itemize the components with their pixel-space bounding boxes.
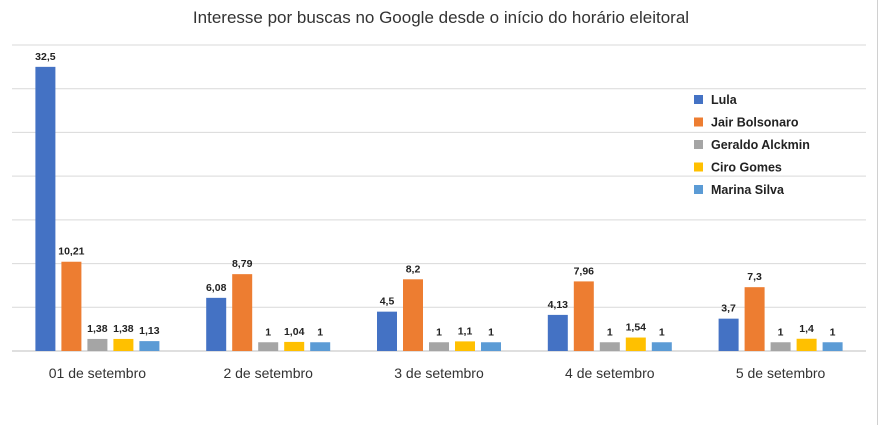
data-label: 1 [778,326,784,338]
data-label: 32,5 [35,51,56,63]
gridlines [12,44,866,352]
data-label: 1,38 [87,323,108,335]
bar-geraldo-alckmin [770,342,791,351]
data-label: 3,7 [721,303,736,315]
bar-marina-silva [310,342,331,351]
category-labels: 01 de setembro 2 de setembro 3 de setembro… [49,365,826,381]
bar-marina-silva [481,342,501,351]
legend-item[interactable]: Jair Bolsonaro [694,116,799,130]
data-label: 1 [436,326,442,338]
legend-swatch [694,185,703,194]
data-label: 8,79 [232,258,253,270]
bar-ciro-gomes [455,341,475,351]
data-label: 1 [659,326,665,338]
bar-geraldo-alckmin [429,342,449,351]
data-label: 4,5 [380,296,395,308]
bar-ciro-gomes [113,338,134,351]
bar-jair-bolsonaro [573,281,594,351]
bars [35,66,843,351]
data-label: 7,96 [574,265,595,277]
bar-lula [206,297,227,351]
data-label: 1,4 [799,323,814,335]
x-tick-label: 01 de setembro [49,365,146,381]
data-label: 1,1 [458,325,473,337]
legend-label: Ciro Gomes [711,161,782,175]
bar-ciro-gomes [284,341,305,351]
data-label: 1,54 [626,322,647,334]
x-tick-label: 3 de setembro [394,365,484,381]
data-label: 10,21 [58,246,84,258]
bar-marina-silva [139,341,160,351]
bar-jair-bolsonaro [232,274,253,351]
x-tick-label: 2 de setembro [223,365,313,381]
data-label: 1 [265,326,271,338]
legend[interactable]: Lula Jair Bolsonaro Geraldo Alckmin Ciro Go… [694,93,810,197]
legend-swatch [694,162,703,172]
legend-label: Jair Bolsonaro [711,116,799,130]
bar-lula [718,318,739,351]
legend-item[interactable]: Lula [694,93,738,107]
bar-jair-bolsonaro [744,287,765,351]
data-label: 1 [317,326,323,338]
data-label: 1,13 [139,325,160,337]
bar-marina-silva [651,342,672,351]
bar-jair-bolsonaro [403,279,423,351]
data-labels: 32,5 10,21 1,38 1,38 1,13 6,08 8,79 1 1,04 1 4,5 8,… [35,51,835,338]
bar-geraldo-alckmin [87,338,108,351]
data-label: 7,3 [747,271,762,283]
x-tick-label: 5 de setembro [736,365,826,381]
legend-item[interactable]: Geraldo Alckmin [694,138,810,152]
bar-geraldo-alckmin [258,342,279,351]
chart-frame-edge [877,0,878,425]
legend-label: Geraldo Alckmin [711,138,810,152]
legend-swatch [694,117,703,127]
bar-marina-silva [822,342,843,351]
data-label: 6,08 [206,282,227,294]
legend-swatch [694,140,703,149]
legend-swatch [694,95,703,104]
data-label: 1 [607,326,613,338]
chart-title: Interesse por buscas no Google desde o i… [193,8,689,27]
data-label: 4,13 [548,299,569,311]
bar-lula [547,314,568,351]
legend-item[interactable]: Marina Silva [694,183,785,197]
x-tick-label: 4 de setembro [565,365,655,381]
data-label: 1,38 [113,323,134,335]
data-label: 1 [830,326,836,338]
legend-label: Marina Silva [711,183,785,197]
bar-lula [35,66,56,351]
bar-lula [377,311,397,351]
data-label: 1,04 [284,326,305,338]
bar-geraldo-alckmin [599,342,620,351]
legend-item[interactable]: Ciro Gomes [694,161,782,175]
bar-ciro-gomes [796,338,817,351]
bar-jair-bolsonaro [61,261,82,351]
bar-ciro-gomes [625,337,646,351]
data-label: 1 [488,326,494,338]
data-label: 8,2 [406,263,421,275]
legend-label: Lula [711,93,738,107]
